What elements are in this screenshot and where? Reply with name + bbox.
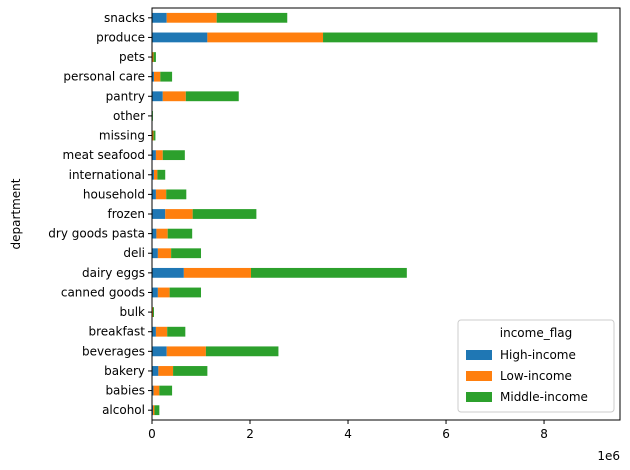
x-tick-label: 2 bbox=[246, 427, 254, 441]
bar-segment bbox=[153, 71, 161, 82]
y-tick-label: beverages bbox=[82, 344, 145, 358]
bar-segment bbox=[152, 130, 154, 141]
bar-segment bbox=[205, 346, 279, 357]
bar-segment bbox=[155, 326, 168, 337]
y-tick-label: household bbox=[83, 187, 145, 201]
legend: income_flag High-income Low-income Middle-… bbox=[457, 319, 615, 413]
y-tick-label: dairy eggs bbox=[82, 266, 145, 280]
bar-segment bbox=[152, 346, 167, 357]
legend-items: High-income Low-income Middle-income bbox=[466, 348, 588, 404]
bar-segment bbox=[152, 52, 154, 62]
y-tick-label: other bbox=[113, 109, 145, 123]
bar-segment bbox=[167, 228, 193, 239]
bar-segment bbox=[152, 189, 156, 200]
bar-segment bbox=[155, 150, 163, 161]
y-tick-label: pets bbox=[119, 50, 145, 64]
bar-segment bbox=[152, 326, 156, 337]
bar-segment bbox=[165, 209, 193, 219]
bar-segment bbox=[166, 189, 187, 200]
bar-segment bbox=[183, 267, 251, 278]
y-tick-label: deli bbox=[123, 246, 145, 260]
bar-segment bbox=[152, 32, 208, 43]
legend-swatch bbox=[466, 350, 492, 360]
y-axis-label: department bbox=[9, 178, 23, 249]
bar-segment bbox=[157, 287, 170, 298]
y-tick-label: alcohol bbox=[102, 403, 145, 417]
bar-segment bbox=[156, 228, 168, 239]
legend-label: High-income bbox=[500, 348, 576, 362]
bar-segment bbox=[152, 228, 157, 239]
x-tick-label: 8 bbox=[540, 427, 548, 441]
bar-segment bbox=[152, 150, 156, 161]
x-tick-label: 0 bbox=[148, 427, 156, 441]
bar-segment bbox=[152, 12, 167, 23]
bar-segment bbox=[216, 12, 288, 23]
bar-segment bbox=[152, 287, 158, 298]
bar-segment bbox=[167, 326, 186, 337]
y-axis: alcohol babies bakery beverages breakfast bul… bbox=[48, 11, 152, 417]
legend-label: Middle-income bbox=[500, 390, 588, 404]
bar-segment bbox=[157, 169, 166, 180]
y-tick-label: breakfast bbox=[88, 325, 145, 339]
bar-segment bbox=[152, 366, 159, 376]
bar-segment bbox=[152, 307, 154, 317]
bar-segment bbox=[192, 209, 257, 219]
y-tick-label: bulk bbox=[119, 305, 145, 319]
bar-segment bbox=[152, 169, 154, 180]
bar-segment bbox=[152, 385, 154, 396]
bar-segment bbox=[323, 32, 598, 43]
bar-segment bbox=[173, 366, 208, 376]
legend-title: income_flag bbox=[500, 326, 572, 340]
bar-segment bbox=[160, 71, 173, 82]
bars-layer bbox=[152, 12, 598, 416]
legend-label: Low-income bbox=[500, 369, 572, 383]
y-tick-label: dry goods pasta bbox=[48, 227, 145, 241]
y-tick-label: canned goods bbox=[61, 285, 145, 299]
bar-segment bbox=[185, 91, 239, 102]
bar-segment bbox=[153, 169, 158, 180]
legend-box bbox=[457, 319, 615, 413]
bar-segment bbox=[152, 267, 184, 278]
bar-segment bbox=[159, 385, 173, 396]
bar-segment bbox=[152, 71, 154, 82]
bar-segment bbox=[154, 405, 160, 416]
y-tick-label: babies bbox=[105, 384, 145, 398]
bar-segment bbox=[153, 52, 156, 62]
bar-segment bbox=[171, 248, 202, 259]
bar-segment bbox=[162, 150, 185, 161]
y-tick-label: missing bbox=[99, 129, 145, 143]
bar-segment bbox=[152, 91, 163, 102]
bar-segment bbox=[162, 91, 186, 102]
bar-segment bbox=[155, 189, 167, 200]
y-tick-label: snacks bbox=[104, 11, 145, 25]
y-tick-label: meat seafood bbox=[63, 148, 145, 162]
bar-segment bbox=[250, 267, 407, 278]
y-tick-label: produce bbox=[96, 30, 145, 44]
y-tick-label: personal care bbox=[63, 70, 145, 84]
bar-segment bbox=[207, 32, 324, 43]
bar-segment bbox=[169, 287, 202, 298]
bar-segment bbox=[152, 248, 158, 259]
x-axis-offset-text: 1e6 bbox=[597, 449, 620, 463]
bar-segment bbox=[153, 385, 160, 396]
legend-swatch bbox=[466, 392, 492, 402]
bar-segment bbox=[157, 248, 172, 259]
x-axis: 0 2 4 6 8 bbox=[148, 420, 548, 441]
y-tick-label: frozen bbox=[107, 207, 145, 221]
bar-segment bbox=[166, 12, 217, 23]
x-tick-label: 6 bbox=[442, 427, 450, 441]
bar-segment bbox=[166, 346, 206, 357]
bar-segment bbox=[153, 130, 156, 141]
y-tick-label: pantry bbox=[106, 89, 145, 103]
y-tick-label: international bbox=[69, 168, 145, 182]
y-tick-label: bakery bbox=[104, 364, 145, 378]
bar-segment bbox=[152, 209, 166, 219]
bar-segment bbox=[152, 405, 155, 416]
bar-segment bbox=[158, 366, 174, 376]
legend-swatch bbox=[466, 371, 492, 381]
x-tick-label: 4 bbox=[344, 427, 352, 441]
